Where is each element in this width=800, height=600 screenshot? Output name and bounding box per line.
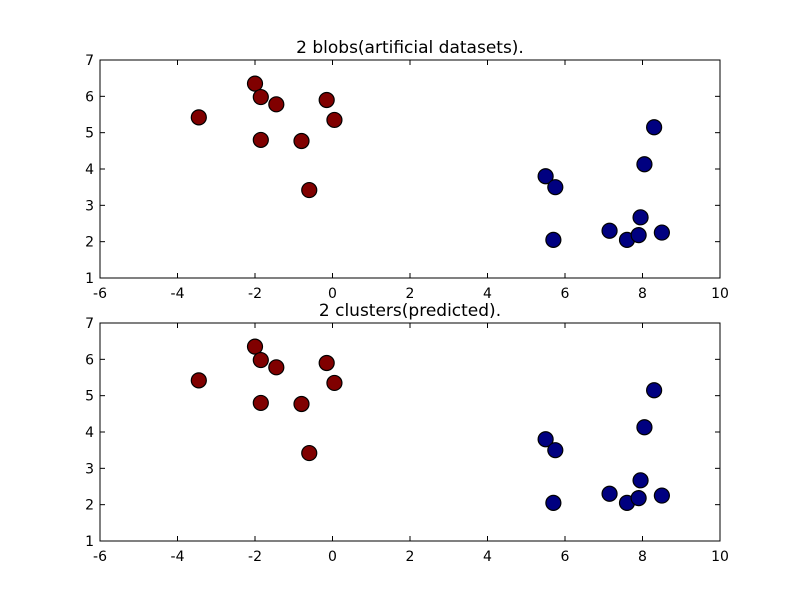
x-tick-label: -4 [171,286,185,302]
plot-area-frame [99,322,721,542]
data-point-series-1 [246,75,264,92]
x-tick-label: 0 [328,549,337,565]
y-tick-label: 2 [85,498,94,514]
data-point-series-2 [537,168,554,185]
chart-title: 2 clusters(predicted). [319,301,501,321]
y-tick-label: 1 [85,271,94,287]
x-tick-label: 0 [328,286,337,302]
data-point-series-1 [246,338,264,355]
x-tick-label: 8 [638,549,647,565]
x-tick-label: 8 [638,286,647,302]
data-point-series-2 [601,485,618,502]
data-point-series-2 [630,490,647,507]
x-tick-label: 6 [561,286,570,302]
y-tick-label: 3 [85,198,94,214]
data-point-series-2 [632,472,649,489]
data-point-series-2 [636,419,653,436]
x-tick-label: 4 [483,286,492,302]
data-point-series-2 [630,227,647,244]
data-point-series-1 [293,395,310,413]
data-point-series-2 [653,224,670,241]
data-point-series-1 [252,351,269,369]
data-point-series-1 [293,132,310,150]
x-tick-label: -4 [171,549,185,565]
x-tick-label: 10 [711,549,729,565]
x-tick-label: 10 [711,286,729,302]
data-point-series-2 [537,431,554,448]
x-tick-label: -6 [93,286,107,302]
data-point-series-1 [326,374,343,392]
data-point-series-1 [318,354,335,372]
data-point-series-1 [301,181,318,199]
data-point-series-2 [632,209,649,226]
data-point-series-2 [545,494,562,511]
data-point-series-1 [252,131,269,149]
y-tick-label: 6 [85,352,94,368]
data-point-series-1 [190,109,207,126]
data-point-series-1 [326,111,343,129]
x-tick-label: 2 [406,286,415,302]
data-point-series-2 [545,231,562,248]
y-tick-label: 7 [85,53,94,69]
x-tick-label: -2 [248,286,262,302]
y-tick-label: 5 [85,126,94,142]
chart-title: 2 blobs(artificial datasets). [296,38,524,58]
data-point-series-1 [268,96,285,113]
data-point-series-1 [301,444,318,462]
y-tick-label: 1 [85,534,94,550]
y-tick-label: 2 [85,235,94,251]
data-point-series-1 [268,359,285,376]
y-tick-label: 7 [85,316,94,332]
x-tick-label: 4 [483,549,492,565]
data-point-series-1 [190,372,207,389]
y-tick-label: 6 [85,89,94,105]
data-point-series-1 [318,91,335,109]
x-tick-label: 2 [406,549,415,565]
data-point-series-2 [653,487,670,504]
data-point-series-2 [646,119,663,136]
y-tick-label: 3 [85,461,94,477]
y-tick-label: 5 [85,389,94,405]
data-point-series-1 [252,394,269,412]
data-point-series-1 [252,88,269,106]
y-tick-label: 4 [85,162,94,178]
plot-area-frame [99,59,721,279]
y-tick-label: 4 [85,425,94,441]
data-point-series-2 [547,179,564,196]
x-tick-label: 6 [561,549,570,565]
data-point-series-2 [636,156,653,173]
data-point-series-2 [646,382,663,399]
data-point-series-2 [601,222,618,239]
data-point-series-2 [547,442,564,459]
x-tick-label: -2 [248,549,262,565]
x-tick-label: -6 [93,549,107,565]
